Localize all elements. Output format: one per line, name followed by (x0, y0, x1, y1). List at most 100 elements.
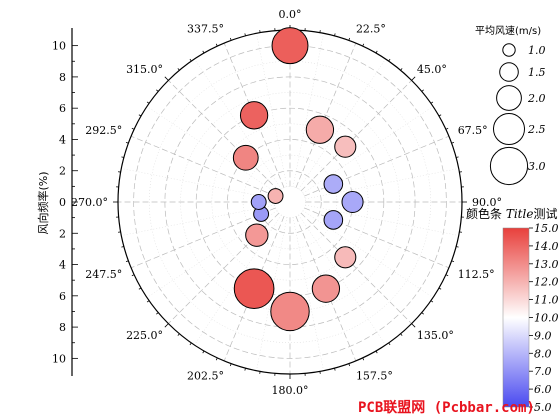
outer-tick (456, 156, 459, 158)
grid-spoke-minor (298, 58, 386, 190)
data-point (233, 268, 275, 310)
colorbar-tick-label: 9.0 (534, 329, 552, 342)
grid-spoke-major (223, 216, 285, 362)
grid-spoke-major (130, 207, 276, 269)
angle-label: 90.0° (472, 196, 502, 209)
outer-tick (146, 300, 150, 303)
outer-tick (125, 260, 129, 263)
data-point (311, 274, 341, 303)
axis-tick-label: 10 (52, 40, 66, 53)
grid-spoke-minor (305, 204, 459, 236)
angle-label: 0.0° (279, 8, 302, 21)
outer-tick (125, 141, 129, 144)
grid-spoke-major (168, 80, 280, 192)
grid-spoke-major (304, 207, 450, 269)
data-points (232, 27, 364, 332)
colorbar-tick-label: 15.0 (534, 222, 559, 235)
axis-tick-label: 10 (52, 352, 66, 365)
outer-tick (131, 274, 135, 277)
grid-spoke-minor (305, 168, 459, 200)
outer-tick (388, 342, 391, 346)
size-legend-marker (496, 85, 522, 111)
grid-spoke-major (295, 216, 357, 362)
outer-tick (189, 342, 192, 346)
outer-tick (215, 43, 218, 47)
outer-tick (202, 350, 205, 354)
grid-spoke-minor (256, 33, 288, 187)
axis-tick-label: 0 (59, 196, 66, 209)
size-legend-label: 2.5 (527, 123, 546, 136)
grid-spoke-major (168, 212, 280, 324)
grid-spoke-major (223, 42, 285, 188)
outer-tick (451, 141, 455, 144)
grid-spoke-major (300, 80, 412, 192)
grid-ring-minor (149, 61, 431, 343)
grid-spoke-minor (194, 58, 282, 190)
outer-tick (400, 68, 403, 71)
outer-tick (156, 89, 159, 92)
outer-tick (421, 89, 424, 92)
axis-tick-label: 4 (59, 133, 66, 146)
outer-tick (411, 76, 416, 81)
colorbar-tick-label: 13.0 (534, 258, 559, 271)
outer-tick (375, 350, 378, 354)
outer-tick (421, 312, 424, 315)
angle-label: 45.0° (417, 63, 447, 76)
outer-tick (146, 101, 150, 104)
data-point (341, 190, 364, 214)
grid-spoke-minor (121, 168, 275, 200)
axis-tick-label: 2 (59, 165, 66, 178)
angle-label: 247.5° (85, 268, 122, 281)
size-legend-label: 1.5 (528, 66, 546, 79)
grid-spoke-major (295, 42, 357, 188)
angle-label: 337.5° (187, 22, 224, 35)
colorbar-tick-label: 8.0 (534, 347, 552, 360)
outer-tick (189, 58, 192, 62)
outer-tick (400, 333, 403, 336)
data-point (323, 174, 344, 194)
data-point (271, 27, 309, 65)
outer-tick (177, 68, 180, 71)
colorbar-gradient (502, 227, 530, 408)
colorbar-title-plain: 颜色条 (466, 206, 506, 221)
data-point (334, 135, 357, 158)
outer-tick (156, 312, 159, 315)
grid-spoke-minor (298, 214, 386, 346)
grid-spoke-major (130, 135, 276, 197)
frequency-axis: 10 8 6 4 2 0 2 4 6 8 10 (52, 28, 78, 376)
outer-tick (164, 323, 169, 328)
grid-spoke-major (300, 212, 412, 324)
outer-tick (177, 333, 180, 336)
grid-spoke-minor (292, 33, 324, 187)
grid-ring-major (258, 170, 322, 234)
data-point (267, 188, 284, 204)
angle-label: 180.0° (272, 384, 309, 397)
outer-tick (202, 50, 205, 54)
outer-tick (348, 37, 351, 41)
colorbar-tick-label: 12.0 (534, 276, 559, 289)
watermark: PCB联盟网 (Pcbbar.com) (358, 400, 535, 416)
colorbar-tick-label: 6.0 (534, 383, 552, 396)
data-point (323, 210, 344, 230)
data-point (250, 194, 267, 210)
data-point (245, 223, 269, 247)
grid-spoke-minor (146, 210, 278, 298)
outer-tick (164, 76, 169, 81)
grid-ring-minor (211, 123, 369, 281)
angle-label: 67.5° (458, 124, 488, 137)
size-legend-title: 平均风速(m/s) (475, 25, 541, 37)
outer-tick (138, 287, 142, 290)
outer-tick (430, 101, 434, 104)
colorbar-tick-label: 14.0 (534, 240, 559, 253)
angle-label: 112.5° (458, 268, 495, 281)
data-point (232, 144, 259, 171)
y-axis-label: 风向频率(%) (36, 171, 50, 234)
colorbar-title: 颜色条 Title测试 (466, 206, 557, 221)
size-legend-marker (502, 43, 516, 57)
data-point (334, 246, 357, 269)
outer-tick (411, 323, 416, 328)
outer-tick (438, 287, 442, 290)
grid-spoke-minor (146, 106, 278, 194)
outer-tick (430, 300, 434, 303)
angle-label: 292.5° (85, 124, 122, 137)
